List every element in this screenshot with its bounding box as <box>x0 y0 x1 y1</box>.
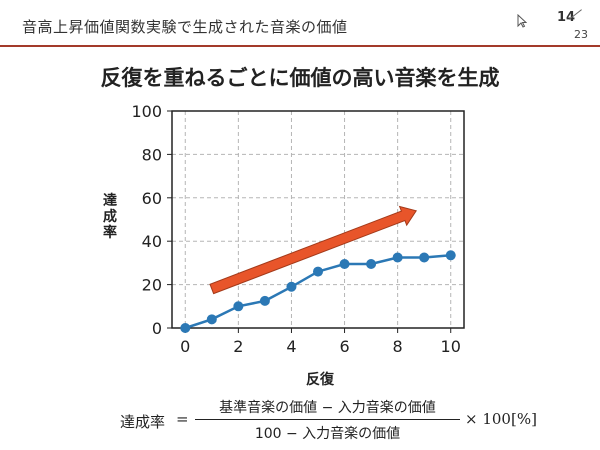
page-total: 23 <box>574 28 588 41</box>
y-tick-label: 100 <box>131 102 162 121</box>
y-tick-label: 80 <box>142 145 162 164</box>
y-tick-label: 0 <box>152 319 162 338</box>
x-tick-label: 2 <box>233 337 243 356</box>
formula-numerator: 基準音楽の価値 − 入力音楽の価値 <box>219 400 436 416</box>
data-point <box>392 252 403 263</box>
page-current: 14 <box>557 10 576 25</box>
data-point <box>313 266 323 277</box>
formula-equals: = <box>176 410 189 428</box>
data-point <box>206 314 217 325</box>
page-number: 14 23 <box>552 9 592 44</box>
data-point <box>419 252 430 263</box>
data-point <box>339 258 350 269</box>
data-point <box>366 258 377 269</box>
chart-grid <box>172 111 464 328</box>
y-tick-label: 40 <box>142 232 162 251</box>
data-point <box>180 323 191 333</box>
y-axis-label: 達成率 <box>103 193 117 241</box>
formula-lhs: 達成率 <box>120 413 166 431</box>
chart-annotation <box>209 205 418 295</box>
cursor-icon <box>517 14 527 28</box>
slide-title: 反復を重ねるごとに価値の高い音楽を生成 <box>100 66 500 90</box>
data-point <box>233 301 244 312</box>
formula-denominator: 100 − 入力音楽の価値 <box>254 426 401 442</box>
formula-fraction-bar <box>195 419 460 420</box>
header-title: 音高上昇価値関数実験で生成された音楽の価値 <box>22 18 348 36</box>
x-tick-label: 6 <box>339 337 349 356</box>
header-divider <box>0 45 600 47</box>
series-line <box>184 254 451 330</box>
x-axis-label: 反復 <box>306 372 334 388</box>
data-point <box>445 250 456 261</box>
chart-axes <box>167 110 465 333</box>
data-point <box>286 281 297 292</box>
x-tick-label: 4 <box>286 337 296 356</box>
chart-series <box>180 250 456 333</box>
x-tick-label: 8 <box>393 337 403 356</box>
plot-frame <box>171 110 465 329</box>
y-tick-label: 60 <box>142 189 162 208</box>
x-tick-label: 10 <box>441 337 461 356</box>
formula-multiplier: × 100[%] <box>465 410 537 428</box>
x-tick-label: 0 <box>180 337 190 356</box>
trend-arrow <box>209 205 418 295</box>
formula: 達成率 = 基準音楽の価値 − 入力音楽の価値 100 − 入力音楽の価値 × … <box>120 397 560 447</box>
y-tick-label: 20 <box>142 276 162 295</box>
chart-tick-labels: 0 20 40 60 80 100 0 2 4 6 8 10 <box>131 102 460 356</box>
data-point <box>259 295 270 306</box>
